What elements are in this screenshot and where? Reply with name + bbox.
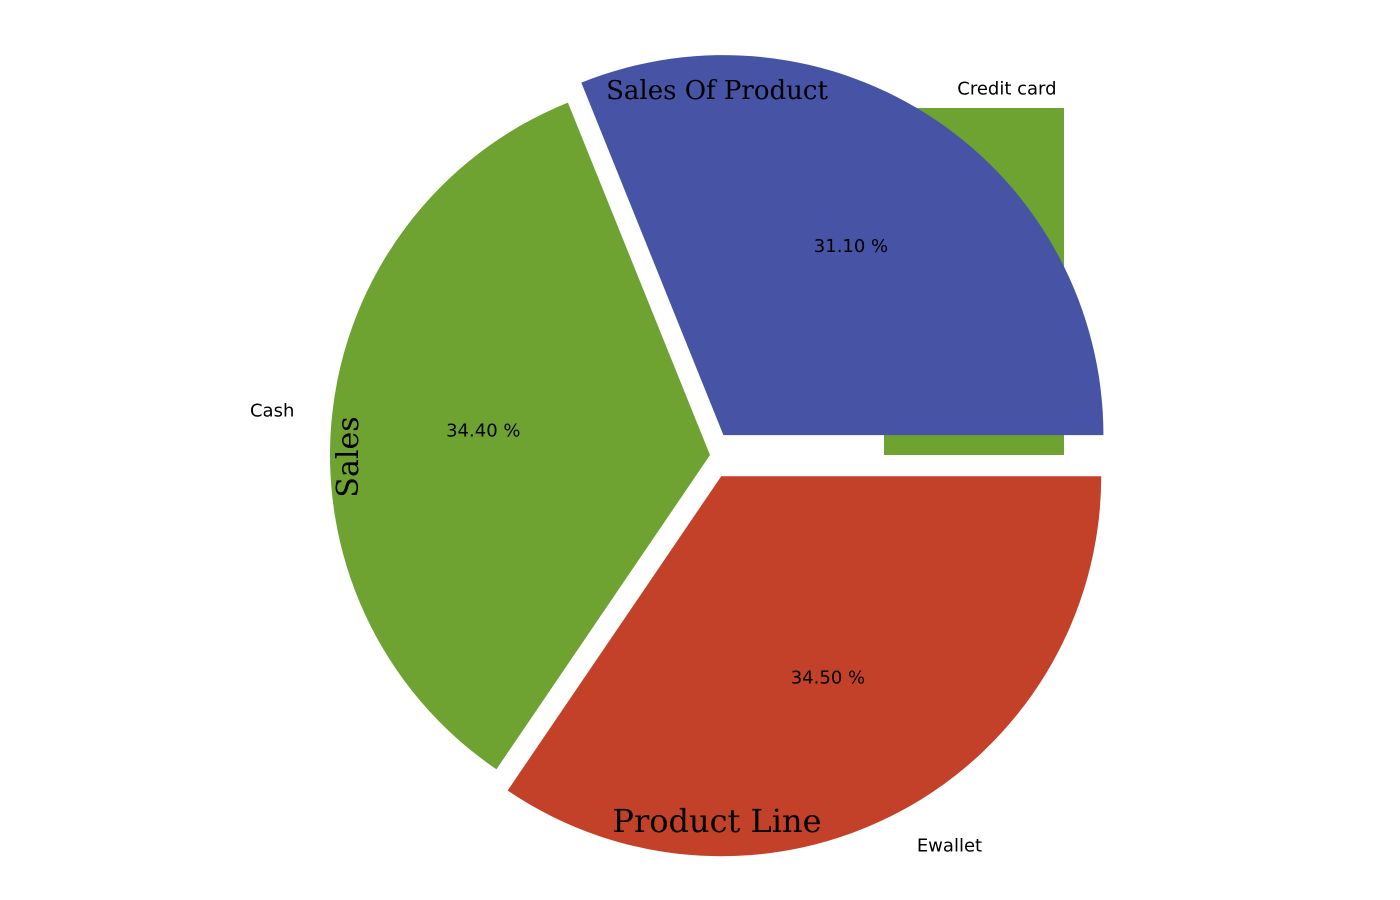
slice-labels: Credit card Cash Ewallet bbox=[250, 79, 1057, 857]
x-axis-label: Product Line bbox=[612, 802, 821, 840]
y-axis-label: Sales bbox=[331, 416, 366, 497]
slice-label-ewallet: Ewallet bbox=[917, 836, 982, 857]
percent-label-credit-card: 31.10 % bbox=[814, 236, 888, 257]
pie-slice-credit-card bbox=[581, 55, 1104, 436]
slice-label-cash: Cash bbox=[250, 400, 294, 421]
percent-label-cash: 34.40 % bbox=[446, 421, 520, 442]
percent-labels: 31.10 % 34.40 % 34.50 % bbox=[446, 236, 888, 689]
chart-title: Sales Of Product bbox=[606, 76, 828, 106]
slice-label-credit-card: Credit card bbox=[957, 79, 1056, 100]
pie-slices bbox=[330, 55, 1104, 857]
percent-label-ewallet: 34.50 % bbox=[791, 668, 865, 689]
pie-slice-cash bbox=[330, 102, 710, 770]
pie-slice-ewallet bbox=[507, 476, 1102, 857]
